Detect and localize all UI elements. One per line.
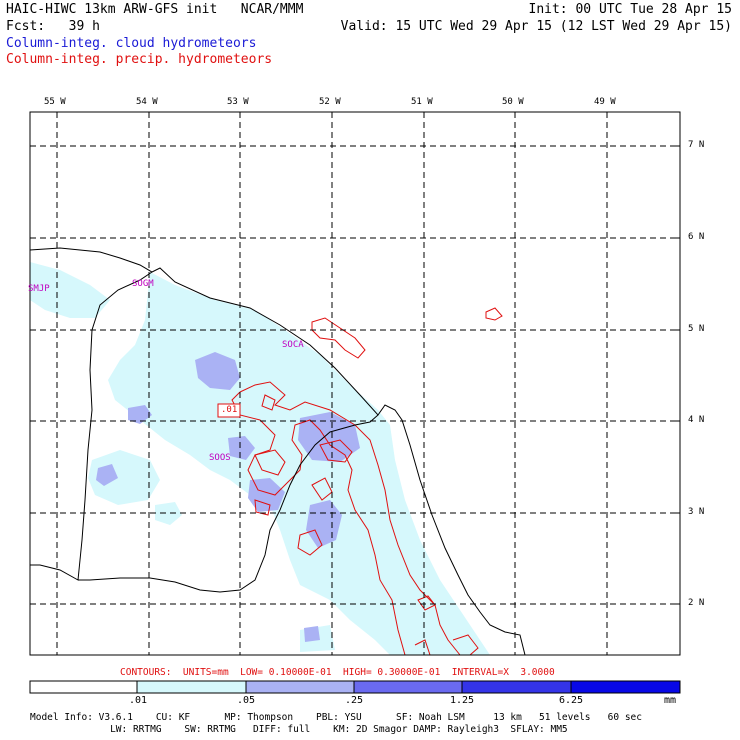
lat-label-4n: 4 N (688, 415, 705, 425)
colorbar-bin-1 (29, 680, 138, 694)
colorbar-units: mm (664, 695, 677, 706)
colorbar-bin-5 (461, 680, 572, 694)
colorbar-bin-3 (245, 680, 355, 694)
colorbar-bin-4 (353, 680, 463, 694)
station-soca: SOCA (282, 340, 304, 350)
station-soos: SOOS (209, 453, 231, 463)
contour-value-label: .01 (221, 405, 238, 415)
lon-label-50w: 50 W (502, 97, 524, 107)
frame-ticks (56, 112, 680, 605)
colorbar-label-5: 6.25 (559, 695, 584, 706)
lon-label-51w: 51 W (411, 97, 433, 107)
field-precip-label: Column-integ. precip. hydrometeors (6, 52, 273, 67)
colorbar (29, 680, 681, 694)
colorbar-label-2: .05 (237, 695, 256, 706)
lon-label-53w: 53 W (227, 97, 249, 107)
lon-label-54w: 54 W (136, 97, 158, 107)
model-info-line2: LW: RRTMG SW: RRTMG DIFF: full KM: 2D Sm… (30, 724, 568, 735)
lat-lon-grid (30, 112, 680, 655)
lat-label-2n: 2 N (688, 598, 705, 608)
lat-label-3n: 3 N (688, 507, 705, 517)
field-cloud-label: Column-integ. cloud hydrometeors (6, 36, 257, 51)
init-time: Init: 00 UTC Tue 28 Apr 15 (528, 2, 733, 17)
colorbar-label-1: .01 (129, 695, 148, 706)
contour-label-box (217, 403, 241, 418)
cloud-fill-light (30, 262, 490, 655)
lon-label-52w: 52 W (319, 97, 341, 107)
colorbar-label-3: .25 (345, 695, 364, 706)
precip-contours (231, 307, 503, 656)
station-smjp: SMJP (28, 284, 50, 294)
lon-label-55w: 55 W (44, 97, 66, 107)
coastline (29, 247, 526, 656)
valid-time: Valid: 15 UTC Wed 29 Apr 15 (12 LST Wed … (340, 19, 732, 34)
lat-label-5n: 5 N (688, 324, 705, 334)
station-sogm: SOGM (132, 279, 154, 289)
colorbar-bin-6 (570, 680, 681, 694)
model-info-line1: Model Info: V3.6.1 CU: KF MP: Thompson P… (30, 712, 642, 723)
lat-label-6n: 6 N (688, 232, 705, 242)
contours-info: CONTOURS: UNITS=mm LOW= 0.10000E-01 HIGH… (120, 667, 555, 678)
lat-label-7n: 7 N (688, 140, 705, 150)
colorbar-label-4: 1.25 (450, 695, 475, 706)
map-frame (29, 111, 681, 656)
lon-label-49w: 49 W (594, 97, 616, 107)
cloud-fill-medium (96, 352, 360, 642)
colorbar-bin-2 (136, 680, 247, 694)
plot-title: HAIC-HIWC 13km ARW-GFS init NCAR/MMM (6, 2, 304, 17)
forecast-hour: Fcst: 39 h (6, 19, 100, 34)
